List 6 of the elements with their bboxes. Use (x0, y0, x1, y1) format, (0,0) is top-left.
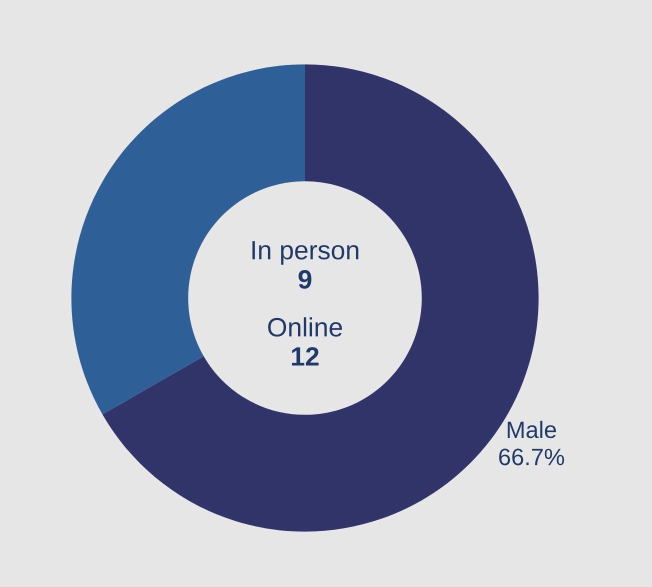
text: In person (252, 241, 358, 265)
text: 12 (292, 347, 319, 366)
text: Online (268, 317, 342, 337)
text: 9 (298, 270, 312, 289)
slice-label: Male (508, 420, 556, 438)
data-label: 66.7% (499, 448, 564, 466)
